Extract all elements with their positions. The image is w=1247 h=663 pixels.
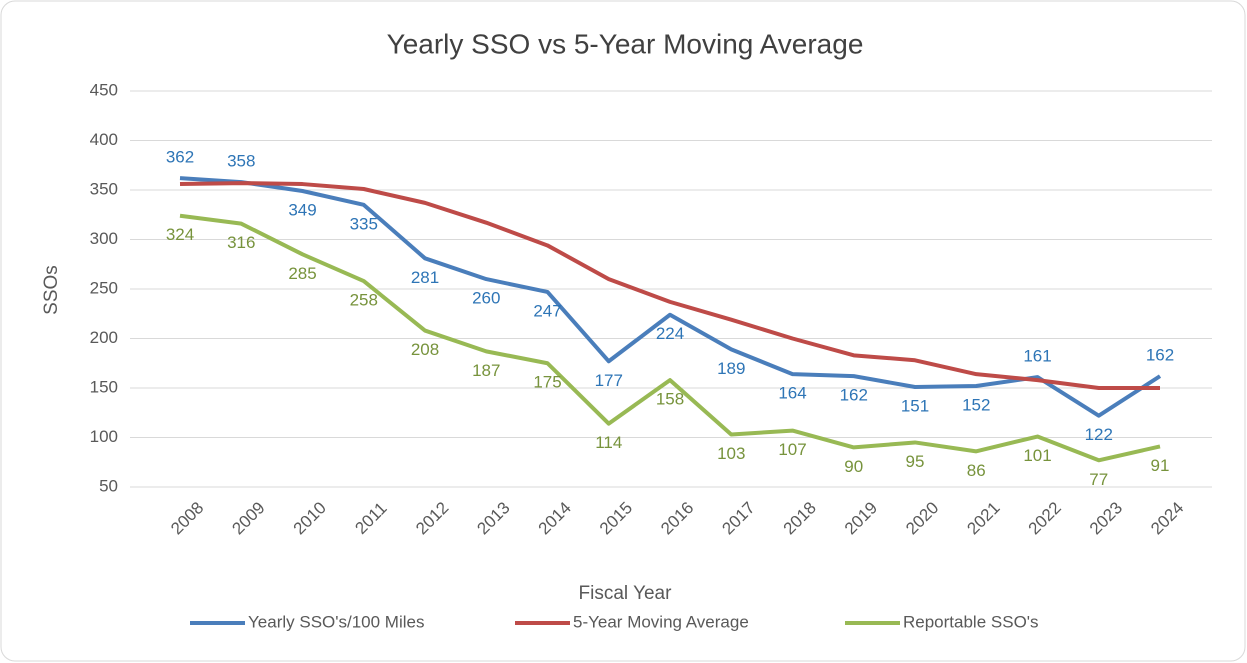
legend-label: Reportable SSO's (903, 612, 1039, 631)
data-label: 258 (350, 291, 378, 310)
y-tick-label: 300 (90, 229, 118, 248)
data-label: 77 (1089, 470, 1108, 489)
data-label: 161 (1023, 347, 1051, 366)
y-tick-label: 450 (90, 80, 118, 99)
data-label: 175 (533, 373, 561, 392)
y-tick-label: 200 (90, 328, 118, 347)
data-label: 107 (778, 440, 806, 459)
data-label: 164 (778, 384, 806, 403)
series-line (179, 181, 1160, 390)
y-tick-label: 400 (90, 130, 118, 149)
y-tick-label: 100 (90, 427, 118, 446)
legend-label: Yearly SSO's/100 Miles (248, 612, 424, 631)
data-label: 224 (656, 324, 684, 343)
series-line (179, 176, 1162, 418)
data-label: 281 (411, 268, 439, 287)
data-label: 158 (656, 390, 684, 409)
data-label: 362 (166, 148, 194, 167)
data-label: 103 (717, 444, 745, 463)
data-label: 260 (472, 289, 500, 308)
y-axis-title: SSOs (41, 265, 62, 315)
data-label: 189 (717, 359, 745, 378)
legend-label: 5-Year Moving Average (573, 612, 749, 631)
y-tick-label: 50 (99, 476, 118, 495)
y-tick-label: 150 (90, 377, 118, 396)
data-label: 152 (962, 396, 990, 415)
data-label: 324 (166, 225, 194, 244)
data-label: 187 (472, 361, 500, 380)
data-label: 285 (288, 264, 316, 283)
data-label: 349 (288, 200, 316, 219)
data-label: 335 (350, 214, 378, 233)
data-label: 91 (1151, 456, 1170, 475)
data-label: 114 (595, 433, 622, 452)
data-label: 86 (967, 461, 986, 480)
data-label: 95 (906, 452, 925, 471)
data-label: 177 (595, 371, 623, 390)
data-label: 162 (1146, 346, 1174, 365)
data-label: 247 (533, 301, 561, 320)
data-label: 90 (844, 457, 863, 476)
data-label: 162 (840, 386, 868, 405)
y-tick-label: 250 (90, 278, 118, 297)
data-label: 101 (1023, 446, 1051, 465)
chart-title: Yearly SSO vs 5-Year Moving Average (387, 28, 864, 59)
data-label: 208 (411, 340, 439, 359)
data-label: 122 (1085, 425, 1113, 444)
series-line (179, 213, 1161, 463)
x-axis-title: Fiscal Year (579, 583, 673, 604)
data-label: 151 (901, 396, 929, 415)
data-label: 358 (227, 152, 255, 171)
data-label: 316 (227, 233, 255, 252)
y-tick-label: 350 (90, 179, 118, 198)
